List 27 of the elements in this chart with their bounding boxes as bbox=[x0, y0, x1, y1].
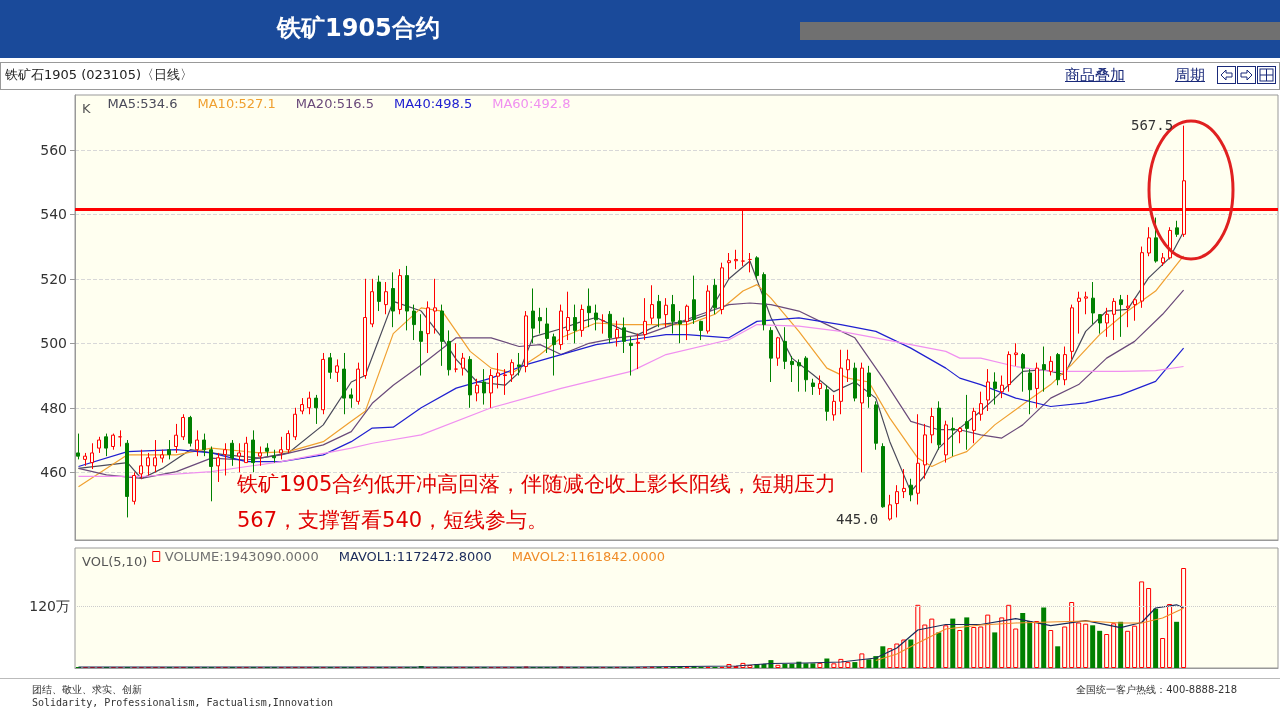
y-tick-label: 500 bbox=[40, 335, 67, 352]
ref-line-label: 120万 bbox=[29, 598, 70, 614]
legend-title: VOL(5,10) bbox=[82, 554, 148, 569]
text: MAVOL2:1161842.0000 bbox=[511, 549, 666, 564]
legend-label: VOLUME:1943090.0000 bbox=[164, 549, 319, 564]
y-tick-label: 560 bbox=[40, 141, 67, 158]
text: Solidarity, Professionalism, Factualism,Innovation bbox=[32, 697, 334, 708]
y-tick-label: 480 bbox=[40, 399, 67, 416]
text: 全国统一客户热线：400-8888-218 bbox=[1076, 683, 1237, 697]
text: MA5:534.6 bbox=[107, 96, 178, 111]
text: MA60:492.8 bbox=[492, 96, 571, 111]
y-tick-label: 460 bbox=[40, 464, 67, 481]
chart-title: 铁矿1905合约 bbox=[277, 13, 440, 44]
text: MA20:516.5 bbox=[295, 96, 374, 111]
text: MA40:498.5 bbox=[394, 96, 473, 111]
chart-subtitle: 铁矿石1905 (023105)〈日线〉 bbox=[5, 66, 193, 84]
y-tick-label: 520 bbox=[40, 270, 67, 287]
y-tick-label: 540 bbox=[40, 206, 67, 223]
annotation: 567.5 bbox=[1131, 117, 1174, 133]
text: 商品叠加 bbox=[1065, 66, 1125, 85]
text: MA10:527.1 bbox=[197, 96, 276, 111]
legend-title: K bbox=[82, 101, 91, 116]
text: 团结、敬业、求实、创新 bbox=[32, 683, 142, 697]
annotation: 445.0 bbox=[836, 511, 879, 527]
annotation: 铁矿1905合约低开冲高回落，伴随减仓收上影长阳线，短期压力567，支撑暂看540，短线参与。 bbox=[237, 472, 837, 532]
text: MAVOL1:1172472.8000 bbox=[338, 549, 492, 564]
text: 周期 bbox=[1175, 66, 1205, 85]
